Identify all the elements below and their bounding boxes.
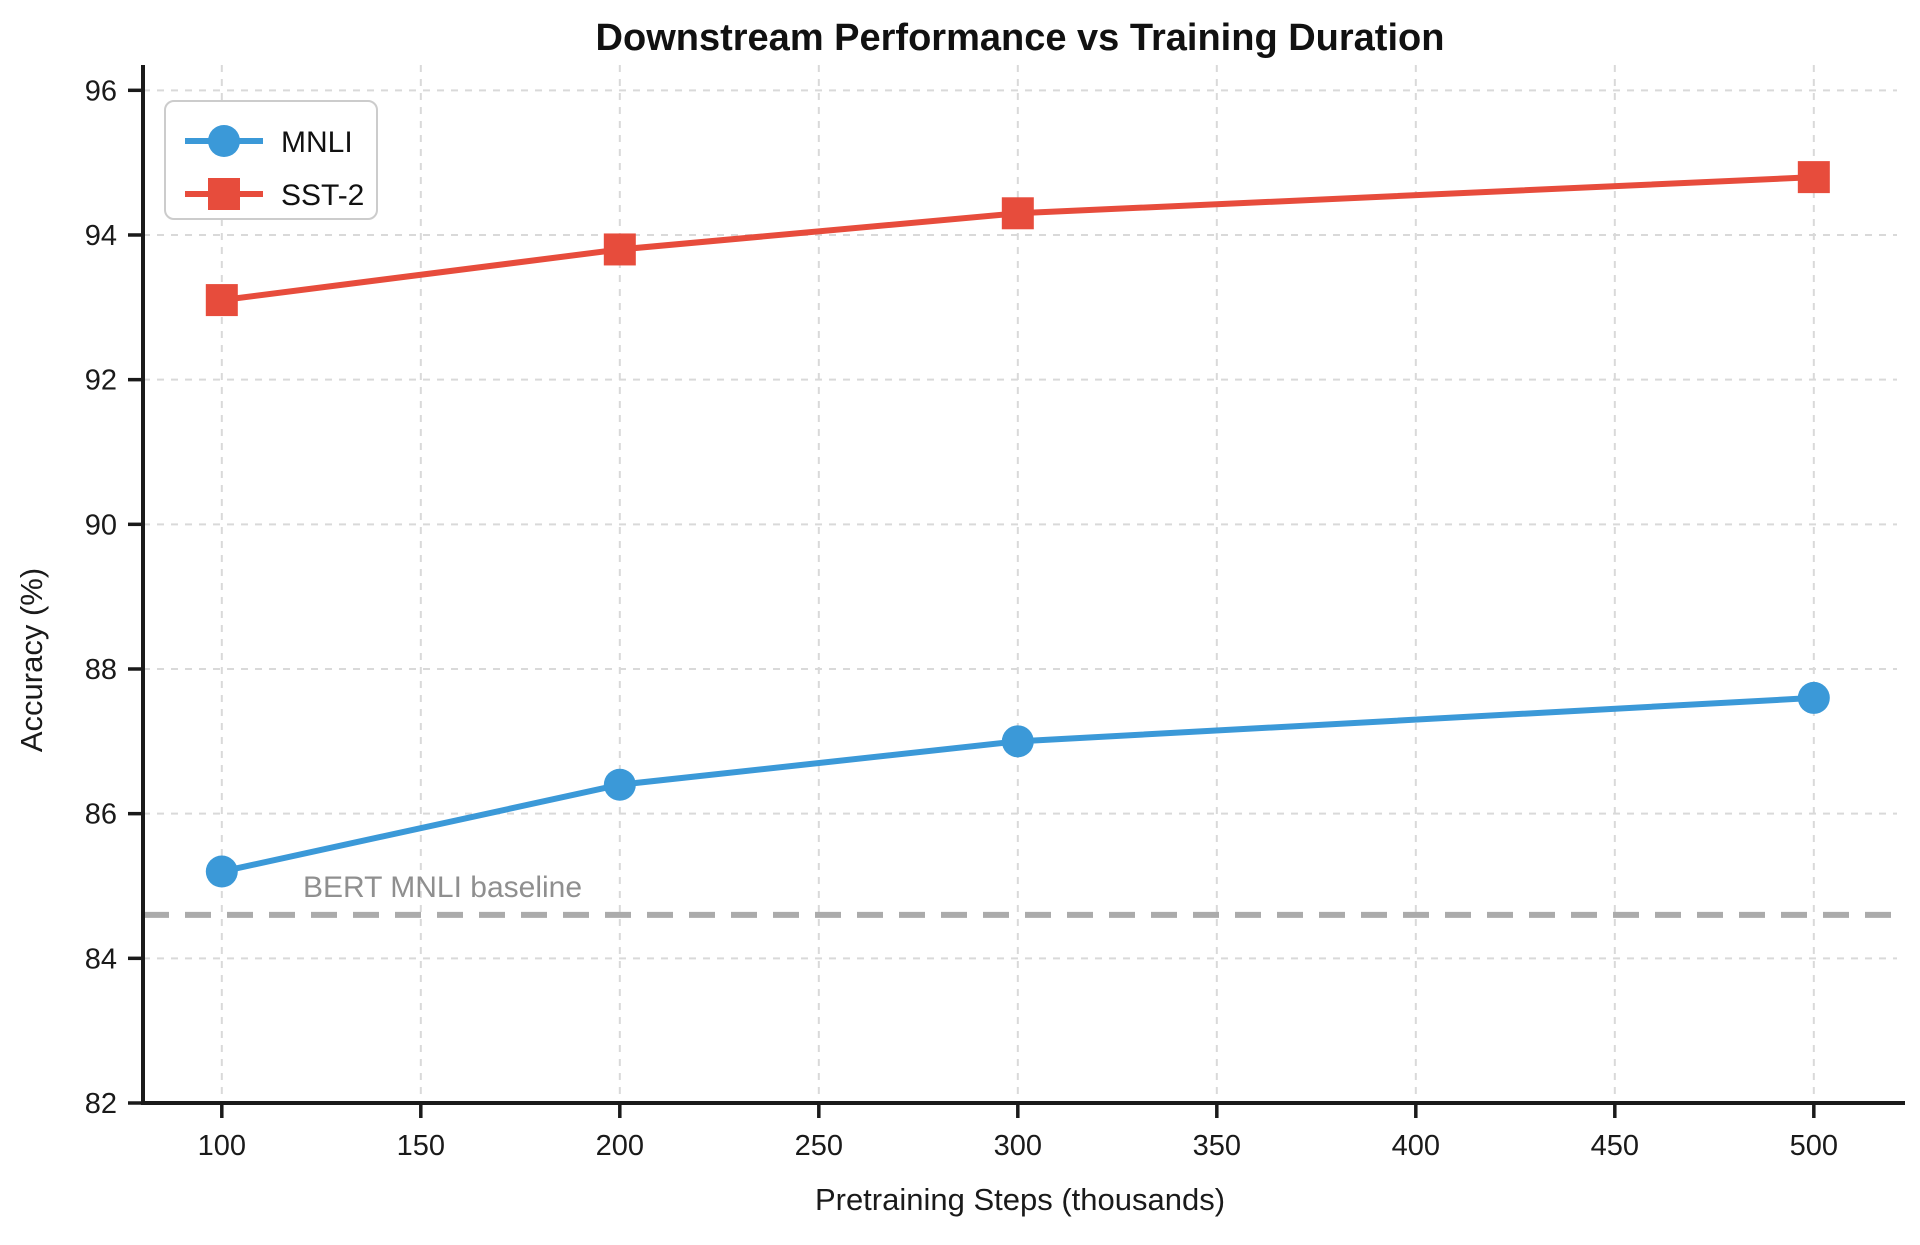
sst-2-point — [1797, 161, 1830, 194]
legend-item-mnli: MNLI — [185, 125, 353, 159]
legend-label: MNLI — [281, 126, 353, 159]
sst-2-point — [205, 284, 238, 317]
y-axis-label: Accuracy (%) — [14, 568, 49, 752]
x-tick-label: 300 — [994, 1130, 1042, 1162]
sst-2-point — [603, 233, 636, 266]
mnli-point — [205, 855, 238, 888]
y-tick-label: 92 — [85, 365, 117, 397]
series-layer — [205, 161, 1830, 888]
x-axis-label: Pretraining Steps (thousands) — [815, 1182, 1225, 1217]
chart-title: Downstream Performance vs Training Durat… — [596, 17, 1445, 59]
y-tick-label: 88 — [85, 654, 117, 686]
sst-2-point — [1001, 197, 1034, 230]
axes-spines — [141, 65, 1905, 1105]
x-tick-label: 200 — [596, 1130, 644, 1162]
mnli-point — [1797, 681, 1830, 714]
y-tick-label: 90 — [85, 509, 117, 541]
legend-marker-square — [208, 178, 240, 210]
legend-marker-circle — [208, 125, 240, 157]
y-tick-label: 84 — [85, 943, 117, 975]
x-tick-label: 450 — [1591, 1130, 1639, 1162]
x-tick-label: 250 — [795, 1130, 843, 1162]
x-tick-label: 350 — [1193, 1130, 1241, 1162]
axis-ticks: 100 150 200 250 300 350 400 450 500 82 84 86 88 90 92 9… — [85, 75, 1838, 1162]
baseline-label: BERT MNLI baseline — [303, 871, 582, 904]
y-tick-label: 82 — [85, 1088, 117, 1120]
y-tick-label: 96 — [85, 75, 117, 107]
mnli-point — [603, 768, 636, 801]
x-tick-label: 100 — [198, 1130, 246, 1162]
x-tick-label: 400 — [1392, 1130, 1440, 1162]
mnli-point — [1001, 725, 1034, 758]
mnli-line — [218, 694, 1817, 875]
gridlines — [143, 65, 1897, 1103]
x-tick-label: 150 — [397, 1130, 445, 1162]
baseline-layer: BERT MNLI baseline — [143, 871, 1897, 918]
x-tick-label: 500 — [1790, 1130, 1838, 1162]
y-tick-label: 86 — [85, 799, 117, 831]
legend: MNLI SST-2 — [164, 100, 378, 220]
legend-label: SST-2 — [281, 179, 364, 212]
y-tick-label: 94 — [85, 220, 117, 252]
sst-2-line — [218, 174, 1817, 304]
legend-item-sst-2: SST-2 — [185, 178, 364, 212]
